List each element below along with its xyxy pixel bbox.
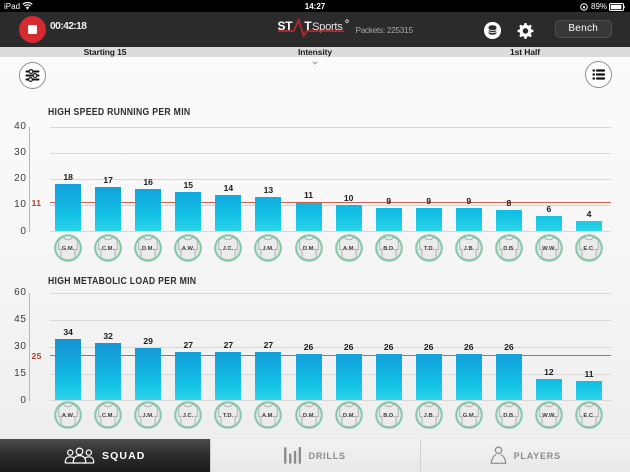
svg-text:D.M.: D.M. — [142, 245, 155, 251]
svg-text:T.D.: T.D. — [424, 245, 435, 251]
svg-text:J.M.: J.M. — [143, 412, 155, 418]
svg-text:W.W.: W.W. — [542, 412, 556, 418]
svg-text:A.M.: A.M. — [262, 412, 275, 418]
svg-text:A.W.: A.W. — [62, 412, 75, 418]
svg-text:D.M.: D.M. — [302, 245, 315, 251]
svg-text:D.B.: D.B. — [503, 412, 515, 418]
svg-text:B.D.: B.D. — [383, 412, 395, 418]
svg-text:E.C.: E.C. — [583, 412, 595, 418]
svg-text:T: T — [304, 19, 312, 33]
svg-text:J.B.: J.B. — [423, 412, 434, 418]
svg-text:J.M.: J.M. — [263, 245, 275, 251]
svg-text:A.W.: A.W. — [182, 245, 195, 251]
svg-text:W.W.: W.W. — [542, 245, 556, 251]
svg-text:T.D.: T.D. — [223, 412, 234, 418]
svg-text:D.B.: D.B. — [503, 245, 515, 251]
svg-text:J.B.: J.B. — [463, 245, 474, 251]
svg-text:C.M.: C.M. — [102, 245, 115, 251]
svg-text:J.C.: J.C. — [223, 245, 234, 251]
svg-text:D.M.: D.M. — [302, 412, 315, 418]
svg-text:D.M.: D.M. — [342, 412, 355, 418]
svg-text:ST: ST — [278, 19, 293, 33]
svg-text:G.M.: G.M. — [463, 412, 476, 418]
svg-text:A.M.: A.M. — [342, 245, 355, 251]
svg-text:Sports: Sports — [312, 21, 343, 33]
svg-text:B.D.: B.D. — [383, 245, 395, 251]
svg-text:J.C.: J.C. — [183, 412, 194, 418]
svg-text:G.M.: G.M. — [62, 245, 75, 251]
svg-text:E.C.: E.C. — [583, 245, 595, 251]
svg-text:C.M.: C.M. — [102, 412, 115, 418]
